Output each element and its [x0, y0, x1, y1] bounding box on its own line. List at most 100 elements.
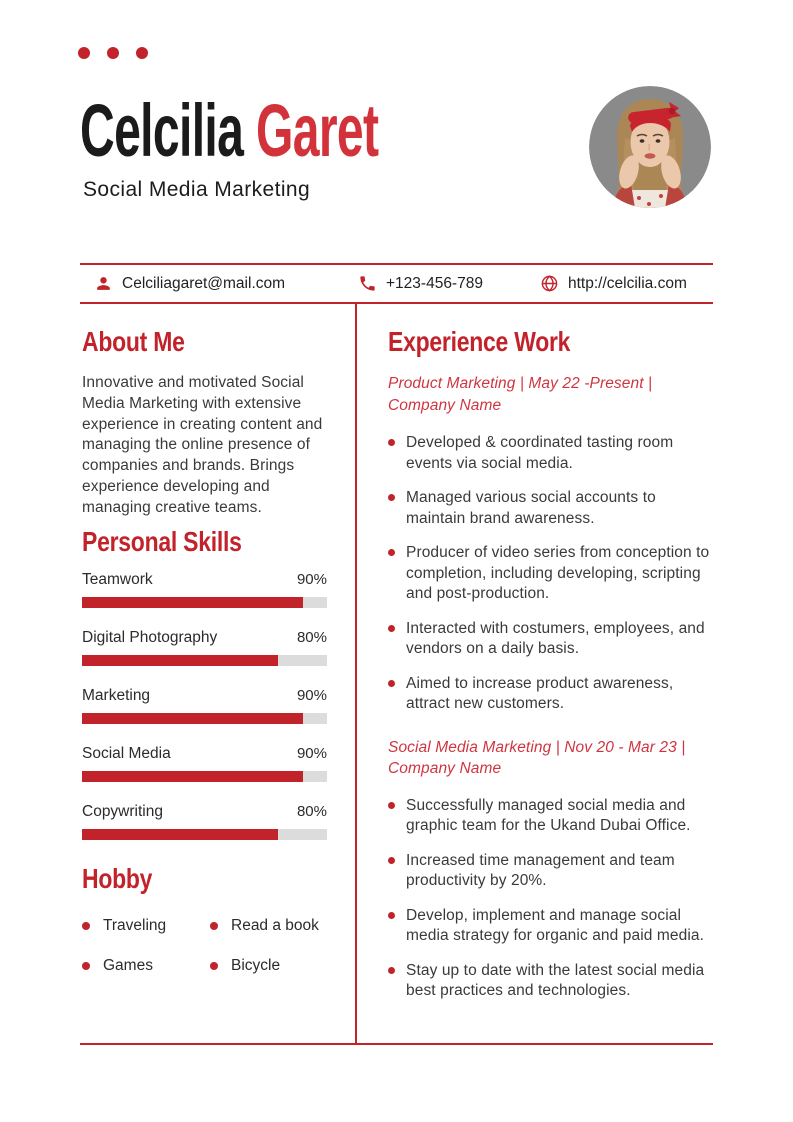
bullet-dot-icon — [388, 494, 395, 501]
hobby-list: Traveling Read a book Games Bicycle — [82, 917, 332, 975]
hobby-label: Read a book — [231, 916, 319, 934]
skill-bar-fill — [82, 770, 303, 782]
hobby-section-title: Hobby — [82, 862, 153, 894]
skill-head: Social Media 90% — [82, 745, 327, 763]
page-title: Celcilia Garet — [80, 94, 379, 168]
job-bullet-text: Managed various social accounts to maint… — [406, 489, 656, 527]
hobby-label: Bicycle — [231, 956, 281, 974]
job-bullet: Managed various social accounts to maint… — [388, 488, 710, 529]
skill-bar-track — [82, 770, 327, 782]
skills-section-title: Personal Skills — [82, 525, 242, 557]
skill-row: Digital Photography 80% — [82, 629, 327, 666]
bullet-dot-icon — [210, 921, 218, 930]
bullet-dot-icon — [388, 911, 395, 919]
skill-bar-fill — [82, 712, 303, 724]
job-bullet-text: Successfully managed social media and gr… — [406, 796, 691, 835]
hobby-label: Games — [103, 956, 153, 974]
job-bullet-text: Developed & coordinated tasting room eve… — [406, 434, 674, 472]
job-bullet-list: Successfully managed social media and gr… — [388, 796, 710, 1002]
phone-icon — [360, 276, 375, 291]
skill-percent: 90% — [296, 744, 327, 762]
job-bullet: Successfully managed social media and gr… — [388, 796, 710, 837]
skill-bar-track — [82, 654, 327, 666]
job-bullet: Aimed to increase product awareness, att… — [388, 674, 710, 715]
experience-section-title: Experience Work — [388, 326, 571, 357]
job-bullet: Producer of video series from conception… — [388, 543, 710, 605]
job-heading: Product Marketing | May 22 -Present | Co… — [388, 373, 710, 416]
skill-percent: 90% — [296, 686, 327, 704]
job-bullet-text: Interacted with costumers, employees, an… — [406, 619, 705, 658]
hobby-item: Games — [82, 957, 210, 975]
contact-email: Celciliagaret@mail.com — [94, 265, 285, 302]
skill-percent: 80% — [296, 802, 327, 820]
dot-icon — [107, 47, 119, 59]
skill-label: Digital Photography — [82, 628, 218, 646]
job-heading-line1: Social Media Marketing | Nov 20 - Mar 23… — [388, 738, 686, 756]
job-heading: Social Media Marketing | Nov 20 - Mar 23… — [388, 737, 710, 780]
job-bullet-text: Producer of video series from conception… — [406, 544, 710, 602]
skill-label: Copywriting — [82, 802, 163, 820]
job-heading-line2: Company Name — [388, 396, 502, 414]
skill-bar-fill — [82, 654, 278, 666]
first-name: Celcilia — [80, 89, 244, 172]
dot-icon — [78, 47, 90, 59]
skill-head: Teamwork 90% — [82, 571, 327, 589]
skill-bar-track — [82, 712, 327, 724]
job-bullet: Develop, implement and manage social med… — [388, 906, 710, 947]
bullet-dot-icon — [82, 961, 90, 970]
bullet-dot-icon — [388, 966, 395, 974]
bullet-dot-icon — [388, 679, 395, 687]
job-bullet: Increased time management and team produ… — [388, 851, 710, 892]
skill-row: Marketing 90% — [82, 687, 327, 724]
skill-row: Copywriting 80% — [82, 803, 327, 840]
skill-bar-fill — [82, 828, 278, 840]
job-bullet-list: Developed & coordinated tasting room eve… — [388, 433, 710, 715]
contact-bar: Celciliagaret@mail.com +123-456-789 http… — [80, 263, 713, 304]
job-bullet-text: Aimed to increase product awareness, att… — [406, 674, 674, 713]
contact-phone-text: +123-456-789 — [386, 274, 483, 292]
job-bullet: Stay up to date with the latest social m… — [388, 961, 710, 1002]
job-heading-line2: Company Name — [388, 760, 502, 777]
skill-label: Marketing — [82, 686, 151, 704]
job-bullet: Developed & coordinated tasting room eve… — [388, 433, 710, 474]
person-icon — [97, 277, 110, 290]
job-subtitle: Social Media Marketing — [83, 178, 311, 201]
globe-icon — [541, 275, 558, 292]
skill-label: Social Media — [82, 744, 171, 762]
hobby-item: Traveling — [82, 917, 210, 935]
contact-phone: +123-456-789 — [358, 265, 483, 302]
contact-email-text: Celciliagaret@mail.com — [122, 274, 286, 292]
profile-photo-illustration — [589, 86, 711, 208]
bottom-rule — [80, 1043, 713, 1045]
skill-head: Digital Photography 80% — [82, 629, 327, 647]
skill-label: Teamwork — [82, 570, 153, 588]
hobby-label: Traveling — [103, 916, 167, 934]
bullet-dot-icon — [388, 549, 395, 556]
last-name: Garet — [255, 89, 379, 172]
skill-bar-fill — [82, 596, 303, 608]
about-section-title: About Me — [82, 326, 185, 357]
job-bullet-text: Increased time management and team produ… — [406, 851, 675, 890]
contact-website: http://celcilia.com — [540, 265, 687, 302]
hobby-item: Bicycle — [210, 957, 332, 975]
bullet-dot-icon — [82, 921, 90, 930]
vertical-divider — [355, 302, 357, 1043]
skill-bar-track — [82, 828, 327, 840]
hobby-item: Read a book — [210, 917, 332, 935]
right-column: Experience Work Product Marketing | May … — [388, 315, 710, 1016]
bullet-dot-icon — [388, 856, 395, 864]
job-bullet: Interacted with costumers, employees, an… — [388, 619, 710, 660]
bullet-dot-icon — [388, 801, 395, 809]
job-bullet-text: Stay up to date with the latest social m… — [406, 961, 705, 1000]
dot-icon — [136, 47, 148, 59]
skill-row: Teamwork 90% — [82, 571, 327, 608]
skill-head: Copywriting 80% — [82, 803, 327, 821]
skill-percent: 80% — [296, 628, 327, 646]
skill-percent: 90% — [296, 570, 327, 588]
job-heading-line1: Product Marketing | May 22 -Present | — [388, 375, 653, 392]
contact-website-text: http://celcilia.com — [568, 274, 687, 292]
bullet-dot-icon — [388, 624, 395, 632]
decorative-dots — [78, 47, 148, 59]
skill-head: Marketing 90% — [82, 687, 327, 705]
